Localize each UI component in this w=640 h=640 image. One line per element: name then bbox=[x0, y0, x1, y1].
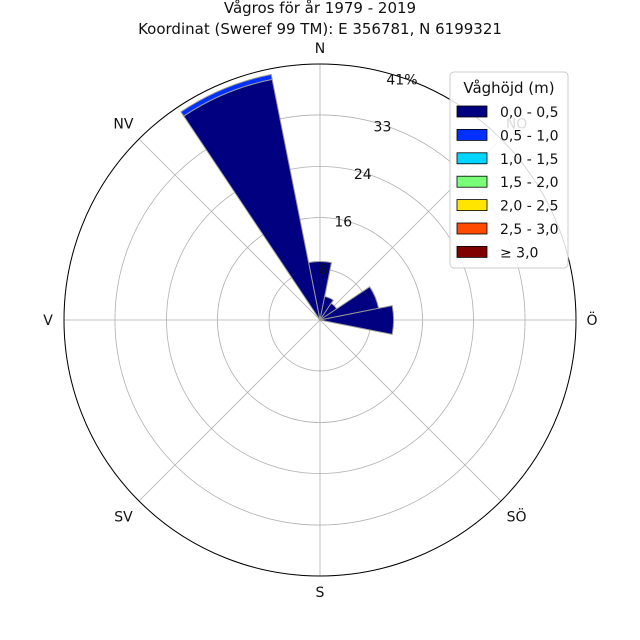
direction-label-nv: NV bbox=[113, 116, 133, 132]
radial-tick-label: 41% bbox=[386, 72, 417, 88]
radial-tick-label: 8 bbox=[319, 262, 328, 278]
direction-label-sv: SV bbox=[114, 510, 133, 526]
legend-label: 0,0 - 0,5 bbox=[500, 105, 558, 121]
legend-label: 1,5 - 2,0 bbox=[500, 175, 558, 191]
legend-label: 1,0 - 1,5 bbox=[500, 152, 558, 168]
chart-subtitle: Koordinat (Sweref 99 TM): E 356781, N 61… bbox=[138, 20, 502, 38]
rose-sectors bbox=[180, 73, 395, 335]
grid-spoke-sv bbox=[138, 319, 321, 502]
legend-swatch bbox=[456, 152, 488, 165]
legend-swatch bbox=[456, 245, 488, 258]
legend-label: 2,5 - 3,0 bbox=[500, 222, 558, 238]
radial-tick-label: 33 bbox=[374, 120, 392, 136]
sector-4-bin-0 bbox=[319, 305, 395, 335]
grid-spoke-nv bbox=[138, 138, 321, 321]
radial-tick-label: 24 bbox=[354, 167, 372, 183]
sector-5-bin-0 bbox=[183, 78, 321, 321]
direction-label-sö: SÖ bbox=[507, 508, 527, 526]
direction-label-s: S bbox=[316, 585, 325, 601]
radial-tick-label: 16 bbox=[334, 214, 352, 230]
legend-swatch bbox=[456, 222, 488, 235]
legend-swatch bbox=[456, 105, 488, 118]
direction-label-v: V bbox=[43, 313, 53, 329]
direction-label-ö: Ö bbox=[586, 311, 597, 329]
legend-label: 2,0 - 2,5 bbox=[500, 199, 558, 215]
legend-title: Våghöjd (m) bbox=[463, 79, 554, 97]
chart-title: Vågros för år 1979 - 2019 bbox=[224, 0, 416, 17]
legend-label: ≥ 3,0 bbox=[500, 245, 538, 261]
legend-frame bbox=[449, 71, 569, 269]
legend-swatch bbox=[456, 128, 488, 141]
legend-label: 0,5 - 1,0 bbox=[500, 128, 558, 144]
legend-swatch bbox=[456, 175, 488, 188]
polar-grid bbox=[63, 63, 577, 577]
legend-swatch bbox=[456, 199, 488, 212]
radial-tick-labels: 8 16 24 33 41% bbox=[319, 72, 417, 277]
grid-spoke-sö bbox=[319, 319, 502, 502]
outer-ring bbox=[63, 63, 577, 577]
sector-5-bin-1 bbox=[180, 73, 273, 117]
direction-label-n: N bbox=[315, 41, 325, 57]
legend-entries: 0,0 - 0,5 0,5 - 1,0 1,0 - 1,5 1,5 - 2,0 2,0 … bbox=[456, 105, 558, 261]
legend: Våghöjd (m) 0,0 - 0,5 0,5 - 1,0 1,0 - 1,5 1… bbox=[449, 71, 569, 269]
